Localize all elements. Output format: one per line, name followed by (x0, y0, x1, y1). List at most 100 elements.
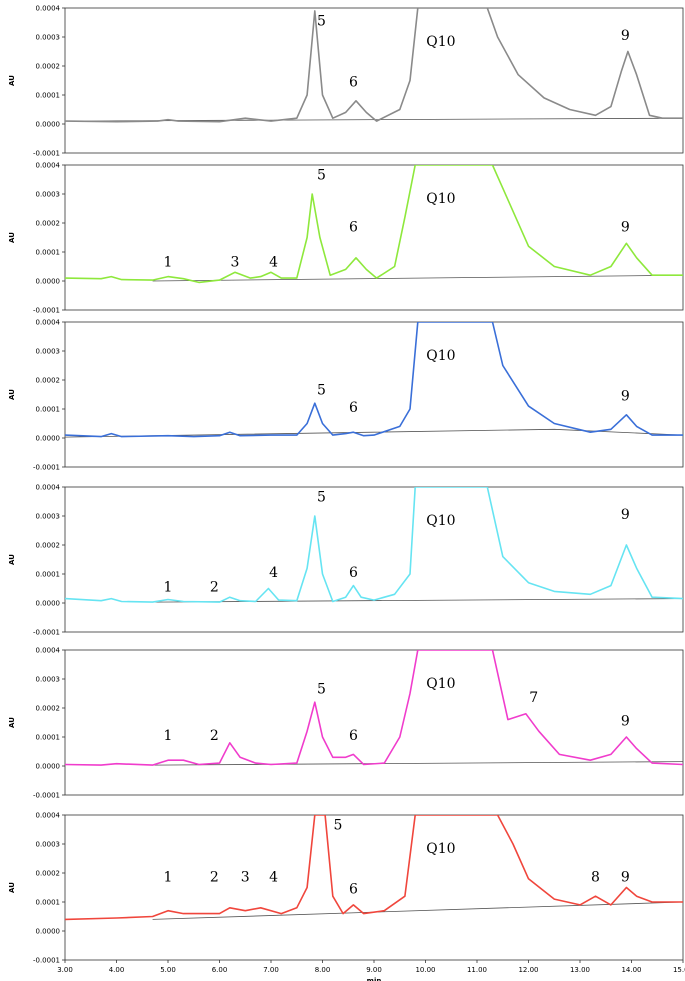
y-tick-label: -0.0001 (33, 464, 60, 472)
x-tick-label: 12.00 (518, 966, 538, 974)
plot-frame (64, 814, 684, 961)
peak-label-9: 9 (621, 220, 630, 236)
y-tick-label: 0.0000 (36, 763, 61, 771)
peak-label-9: 9 (621, 28, 630, 44)
y-tick-label: 0.0000 (36, 278, 61, 286)
y-tick-label: -0.0001 (33, 957, 60, 965)
x-axis-title: min (367, 977, 382, 981)
y-tick-label: -0.0001 (33, 307, 60, 315)
peak-label-8: 8 (591, 870, 600, 886)
peak-label-9: 9 (621, 713, 630, 729)
panel-plot-area (65, 487, 683, 603)
x-tick-label: 11.00 (467, 966, 487, 974)
y-tick-label: 0.0000 (36, 121, 61, 129)
peak-label-6: 6 (349, 400, 358, 416)
y-axis-title: AU (8, 232, 16, 243)
y-axis-title: AU (8, 554, 16, 565)
y-tick-label: 0.0003 (36, 841, 61, 849)
peak-label-7: 7 (529, 690, 538, 706)
y-tick-label: 0.0000 (36, 600, 61, 608)
peak-label-1: 1 (164, 579, 173, 595)
q10-label: Q10 (426, 348, 455, 364)
peak-label-6: 6 (349, 881, 358, 897)
x-tick-label: 6.00 (212, 966, 228, 974)
panel-6: -0.0001 0.0000 0.0001 0.0002 0.0003 0.0004 AU 1… (8, 812, 685, 981)
plot-frame (64, 486, 684, 633)
y-tick-label: 0.0000 (36, 928, 61, 936)
peak-label-2: 2 (210, 579, 219, 595)
y-tick-label: 0.0003 (36, 513, 61, 521)
series-line (65, 487, 683, 603)
panel-1: -0.0001 0.0000 0.0001 0.0002 0.0003 0.0004 AU 5… (8, 5, 684, 158)
y-tick-label: 0.0004 (36, 647, 61, 655)
y-tick-label: 0.0001 (36, 734, 61, 742)
peak-label-3: 3 (241, 870, 250, 886)
series-line (65, 322, 683, 438)
y-axis-title: AU (8, 882, 16, 893)
y-tick-label: 0.0000 (36, 435, 61, 443)
y-tick-label: 0.0003 (36, 34, 61, 42)
series-line (65, 165, 683, 284)
q10-label: Q10 (426, 841, 455, 857)
peak-label-5: 5 (317, 682, 326, 698)
x-tick-label: 5.00 (160, 966, 176, 974)
x-tick-label: 13.00 (570, 966, 590, 974)
panel-plot-area (65, 815, 683, 921)
y-axis-title: AU (8, 717, 16, 728)
peak-label-4: 4 (269, 565, 278, 581)
baseline (152, 598, 683, 603)
plot-frame (64, 649, 684, 796)
y-tick-label: 0.0001 (36, 899, 61, 907)
y-tick-label: 0.0001 (36, 249, 61, 257)
y-tick-label: 0.0002 (36, 542, 61, 550)
y-tick-label: -0.0001 (33, 792, 60, 800)
x-tick-label: 9.00 (366, 966, 382, 974)
y-tick-label: 0.0004 (36, 162, 61, 170)
y-tick-label: 0.0003 (36, 676, 61, 684)
y-tick-label: 0.0004 (36, 484, 61, 492)
peak-label-4: 4 (269, 870, 278, 886)
series-line (65, 8, 683, 123)
x-tick-label: 3.00 (57, 966, 73, 974)
peak-label-5: 5 (317, 168, 326, 184)
q10-label: Q10 (426, 191, 455, 207)
series-line (65, 815, 683, 921)
q10-label: Q10 (426, 676, 455, 692)
plot-frame (64, 7, 684, 154)
y-tick-label: -0.0001 (33, 150, 60, 158)
panel-plot-area (65, 322, 683, 438)
peak-label-5: 5 (333, 818, 342, 834)
y-axis-title: AU (8, 389, 16, 400)
peak-label-5: 5 (317, 13, 326, 29)
peak-label-3: 3 (230, 255, 239, 271)
panel-plot-area (65, 650, 683, 766)
panel-plot-area (65, 8, 683, 123)
y-tick-label: 0.0002 (36, 220, 61, 228)
y-tick-label: 0.0002 (36, 870, 61, 878)
plot-frame (64, 164, 684, 311)
x-tick-label: 15.00 (673, 966, 685, 974)
panel-5: -0.0001 0.0000 0.0001 0.0002 0.0003 0.0004 AU 1… (8, 647, 684, 800)
y-tick-label: 0.0001 (36, 571, 61, 579)
peak-label-9: 9 (621, 507, 630, 523)
peak-label-2: 2 (210, 728, 219, 744)
q10-label: Q10 (426, 34, 455, 50)
baseline (65, 428, 683, 438)
peak-label-6: 6 (349, 74, 358, 90)
panel-plot-area (65, 165, 683, 284)
y-tick-label: 0.0002 (36, 377, 61, 385)
y-tick-label: 0.0004 (36, 5, 61, 13)
y-tick-label: 0.0002 (36, 705, 61, 713)
peak-label-4: 4 (269, 255, 278, 271)
peak-label-9: 9 (621, 870, 630, 886)
peak-label-6: 6 (349, 220, 358, 236)
y-tick-label: 0.0001 (36, 92, 61, 100)
peak-label-2: 2 (210, 870, 219, 886)
x-tick-label: 7.00 (263, 966, 279, 974)
peak-label-6: 6 (349, 728, 358, 744)
series-line (65, 650, 683, 766)
peak-label-5: 5 (317, 383, 326, 399)
x-tick-label: 10.00 (415, 966, 435, 974)
y-tick-label: 0.0004 (36, 812, 61, 820)
